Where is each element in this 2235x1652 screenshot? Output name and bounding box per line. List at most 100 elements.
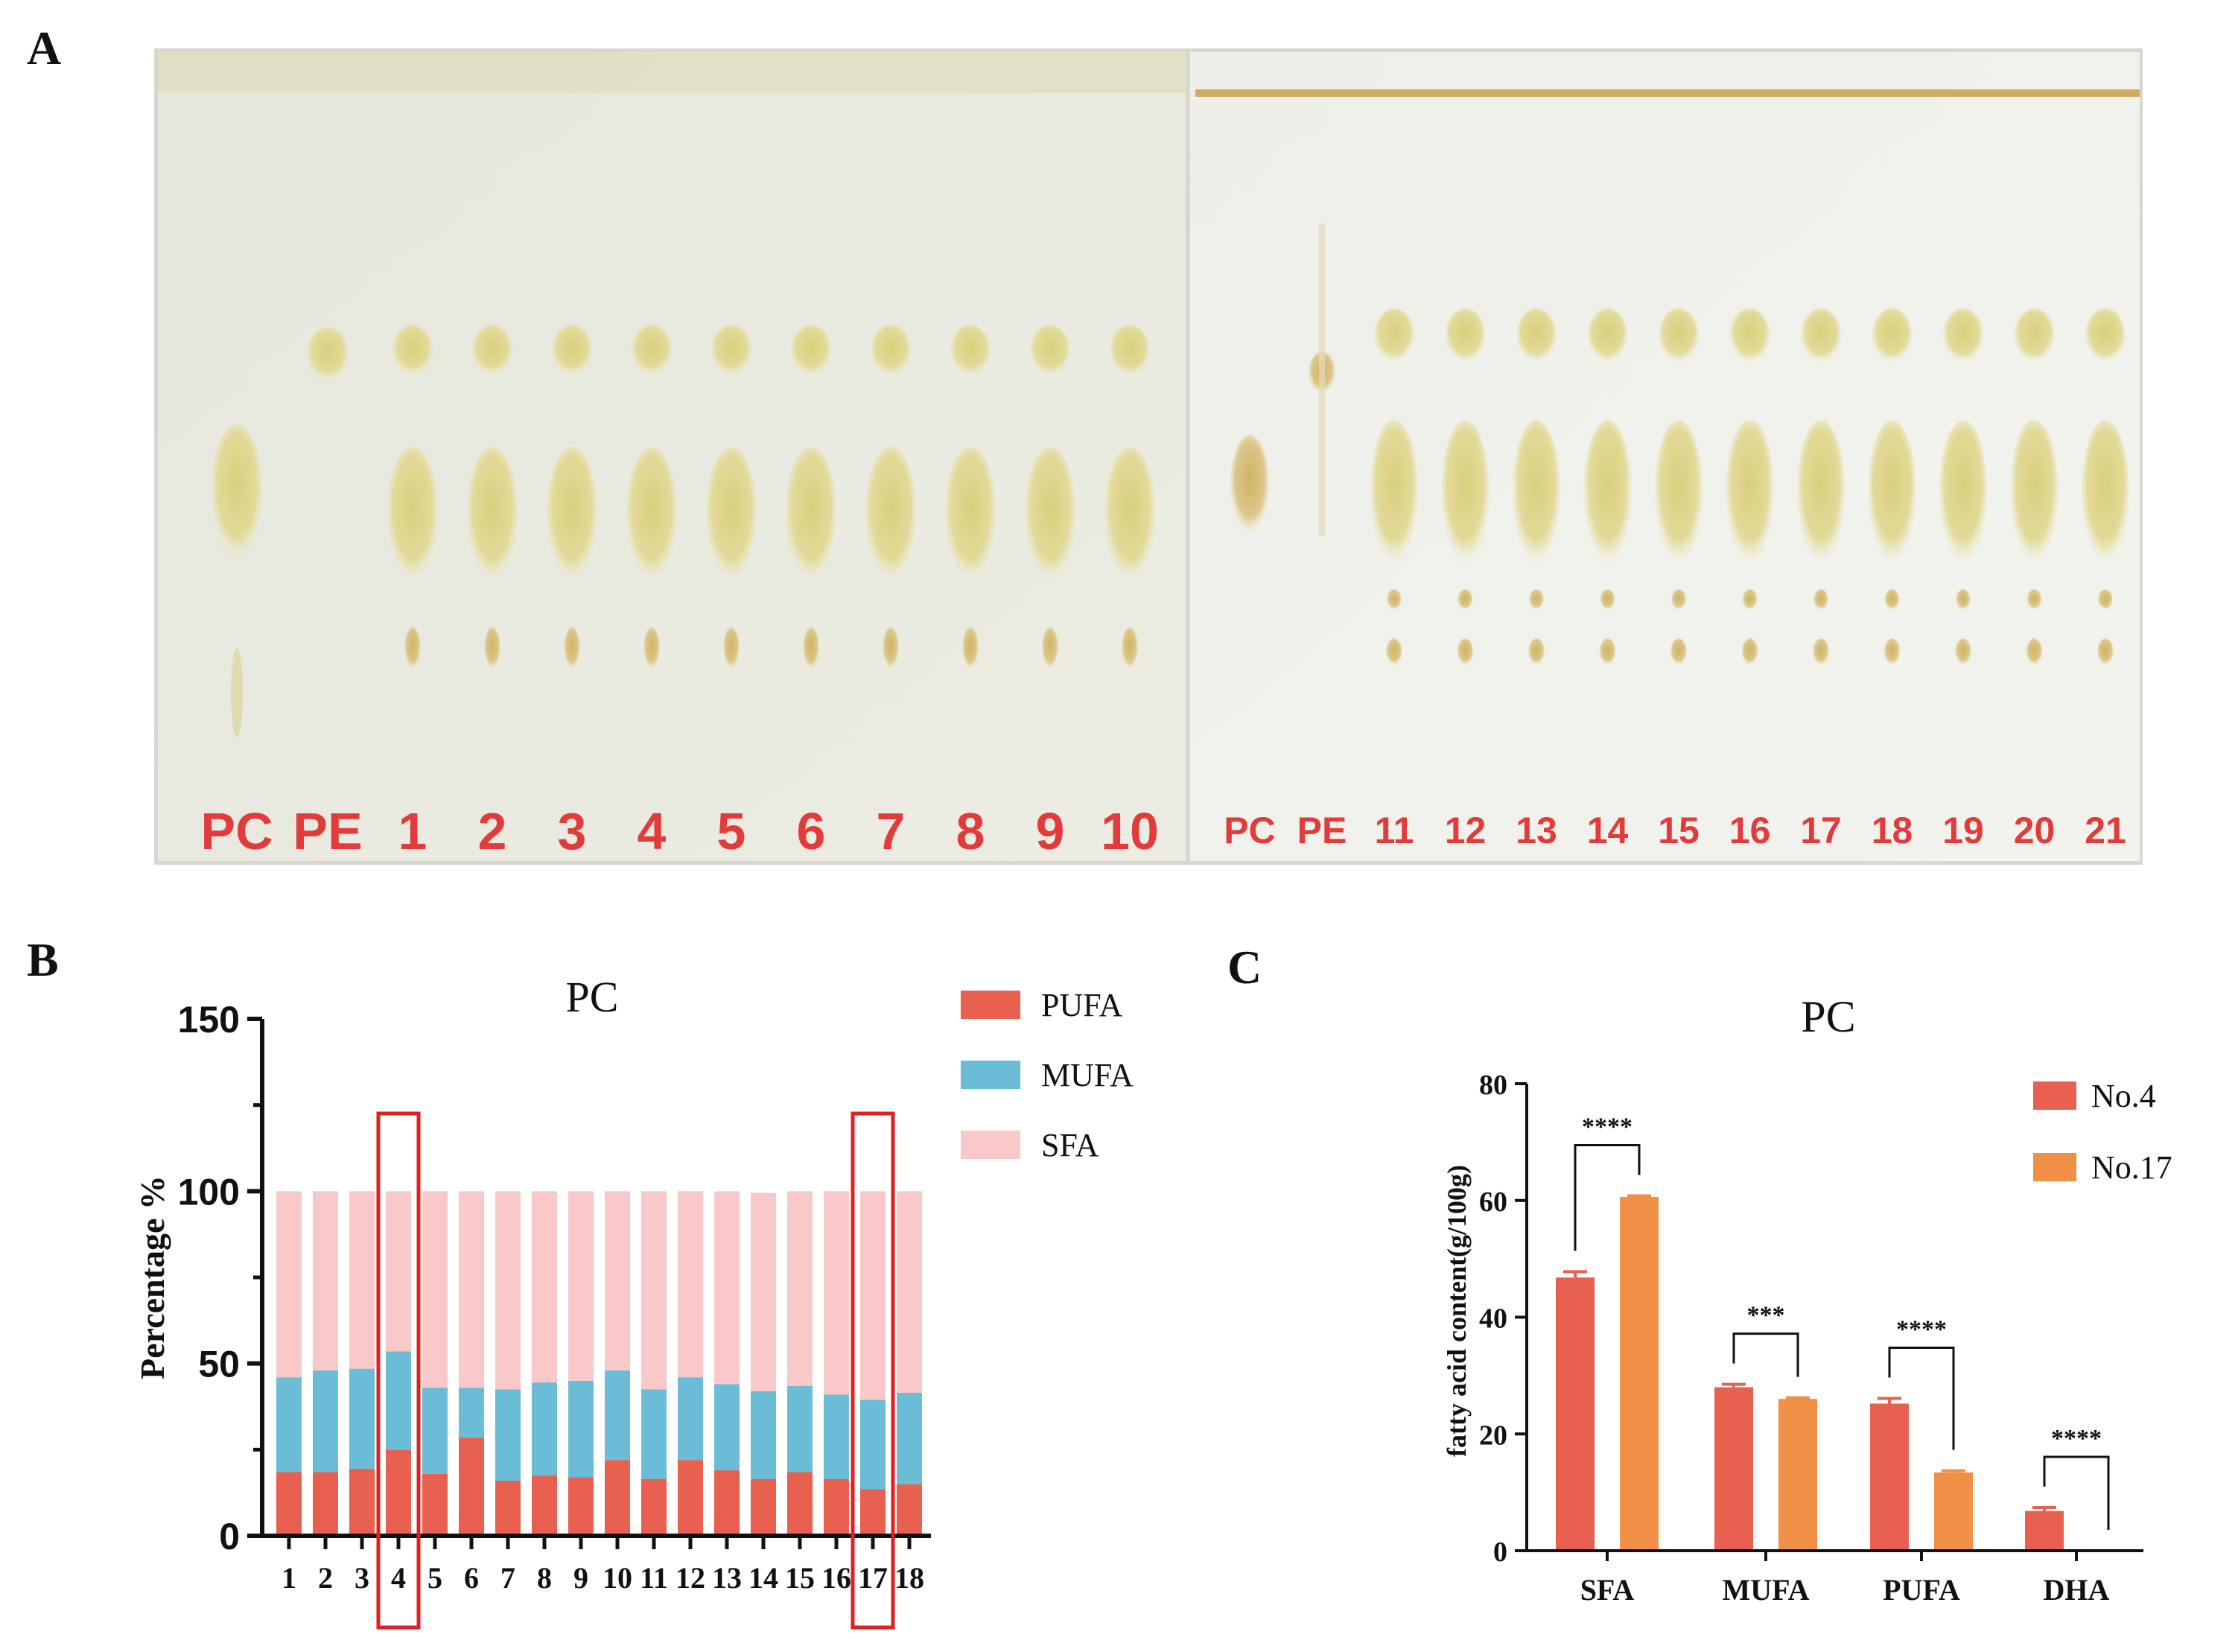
bar-segment-mufa <box>860 1400 886 1490</box>
plate-left-spots <box>212 325 1155 737</box>
bar-segment-pufa <box>824 1478 849 1536</box>
plate-lane-label: PC <box>200 802 273 860</box>
bar-no4 <box>1714 1387 1753 1551</box>
bar-segment-pufa <box>568 1477 594 1536</box>
legend-swatch-sfa <box>961 1131 1020 1159</box>
bar-segment-pufa <box>860 1489 886 1536</box>
bar-segment-pufa <box>276 1472 302 1536</box>
plate-lane-label: 21 <box>2085 810 2126 851</box>
y-tick-label: 0 <box>1493 1537 1507 1568</box>
plate-spot <box>1104 447 1155 581</box>
bar-segment-sfa <box>532 1191 557 1383</box>
x-tick-label: 12 <box>675 1561 705 1595</box>
plate-spot <box>1956 589 1971 610</box>
plate-spot <box>706 447 757 581</box>
plate-lane-label: 18 <box>1872 810 1913 851</box>
plate-spot <box>871 325 911 375</box>
legend-swatch-no17 <box>2033 1153 2076 1181</box>
bar-segment-mufa <box>532 1382 557 1476</box>
bar-segment-mufa <box>568 1380 594 1478</box>
plate-spot <box>1726 420 1774 563</box>
bar-segment-mufa <box>897 1392 922 1484</box>
bar-segment-mufa <box>714 1384 740 1471</box>
bar-segment-mufa <box>605 1370 630 1461</box>
y-tick-label: 0 <box>219 1516 240 1557</box>
plate-streak <box>1319 223 1325 536</box>
plate-spot <box>1030 325 1070 375</box>
plate-spot <box>1513 420 1560 563</box>
plate-spot <box>1528 638 1545 665</box>
plate-spot <box>1659 308 1699 362</box>
plate-spot <box>1797 420 1845 563</box>
x-tick-label: 4 <box>391 1561 406 1595</box>
plate-lane-label: 3 <box>558 802 587 860</box>
bar-segment-pufa <box>495 1480 521 1536</box>
plate-spot <box>1370 420 1418 563</box>
x-tick-label: 18 <box>894 1561 924 1595</box>
chart-c-y-label: fatty acid content(g/100g) <box>1442 1165 1472 1457</box>
bar-segment-pufa <box>422 1473 448 1536</box>
chart-b-y-label: Percentage % <box>133 1175 171 1379</box>
bar-segment-sfa <box>568 1191 594 1381</box>
plate-spot <box>2082 420 2129 563</box>
plate-spot <box>2014 308 2055 362</box>
x-tick-label: SFA <box>1580 1573 1635 1607</box>
plate-spot <box>231 648 243 737</box>
plate-lane-label: 20 <box>2014 810 2056 851</box>
bar-segment-pufa <box>313 1472 338 1536</box>
plate-spot <box>1587 308 1628 362</box>
plate-spot <box>1025 447 1075 581</box>
x-tick-label: 9 <box>573 1561 588 1595</box>
plate-lane-label: 10 <box>1101 802 1159 860</box>
bar-segment-sfa <box>751 1192 776 1391</box>
plate-spot <box>307 327 349 381</box>
bar-segment-sfa <box>422 1191 448 1388</box>
bar-segment-sfa <box>276 1191 302 1378</box>
plate-spot <box>1374 308 1414 362</box>
plate-lane-label: 17 <box>1800 810 1842 851</box>
y-tick-label: 60 <box>1479 1186 1507 1218</box>
significance-bracket <box>1888 1346 1955 1450</box>
highlight-box <box>376 1111 421 1630</box>
x-tick-label: DHA <box>2044 1573 2110 1607</box>
plate-lane-label: 7 <box>877 802 906 860</box>
bar-segment-pufa <box>349 1468 375 1536</box>
x-tick-label: MUFA <box>1723 1573 1810 1607</box>
plate-spot <box>1387 589 1402 610</box>
bar-no17 <box>1620 1197 1659 1551</box>
plate-right-spots <box>1230 223 2129 665</box>
plate-spot <box>392 325 433 375</box>
y-tick-label: 80 <box>1479 1070 1507 1101</box>
bar-no17 <box>1778 1399 1817 1551</box>
plate-spot <box>1599 638 1616 665</box>
plate-spot <box>472 325 512 375</box>
plate-lane-label: 6 <box>797 802 826 860</box>
bar-segment-sfa <box>897 1191 922 1393</box>
bar-no17 <box>1934 1472 1973 1551</box>
plate-spot <box>2010 420 2058 563</box>
significance-label: **** <box>1896 1315 1947 1343</box>
legend-label-no4: No.4 <box>2091 1078 2156 1114</box>
plate-spot <box>945 447 996 581</box>
plate-lane-label: 14 <box>1587 810 1629 851</box>
x-tick-label: 1 <box>282 1561 296 1595</box>
plate-spot <box>1943 308 1983 362</box>
solvent-front-right <box>1195 89 2140 97</box>
plate-spot <box>1516 308 1557 362</box>
bar-segment-mufa <box>641 1389 667 1479</box>
bar-segment-mufa <box>349 1368 375 1469</box>
panel-label-a: A <box>27 22 62 74</box>
plate-spot <box>1529 589 1544 610</box>
x-tick-label: 16 <box>821 1561 851 1595</box>
solvent-front-left <box>158 52 1186 93</box>
legend-label-pufa: PUFA <box>1041 987 1122 1023</box>
plate-spot <box>1671 589 1686 610</box>
plate-spot <box>2026 638 2043 665</box>
bar-segment-sfa <box>824 1191 849 1395</box>
y-tick-label: 50 <box>198 1344 240 1385</box>
plate-lane-label: 2 <box>478 802 507 860</box>
plate-spot <box>803 627 819 669</box>
plate-spot <box>1741 638 1758 665</box>
bar-segment-mufa <box>678 1377 703 1461</box>
plate-lane-label: PE <box>1297 810 1347 851</box>
